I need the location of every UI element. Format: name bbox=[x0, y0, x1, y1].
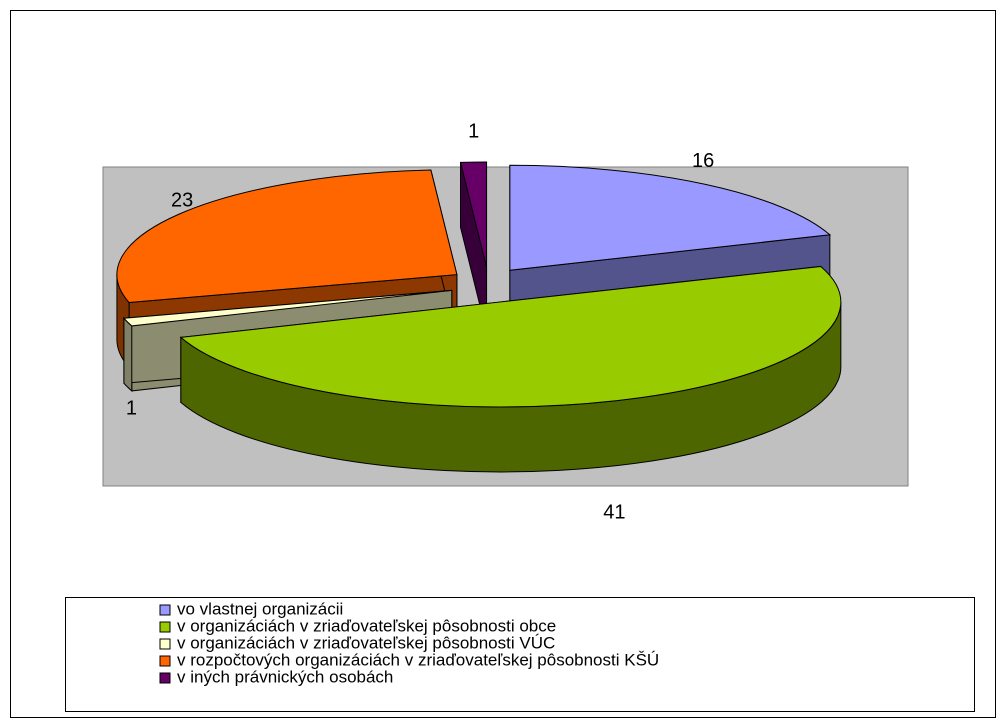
legend-swatch bbox=[159, 672, 171, 684]
slice bbox=[116, 169, 458, 303]
slice bbox=[122, 289, 452, 327]
legend bbox=[65, 597, 975, 712]
legend-label: v rozpočtových organizáciách v zriaďovat… bbox=[177, 650, 659, 669]
slice bbox=[179, 265, 842, 408]
slice bbox=[509, 164, 832, 271]
legend-label: v iných právnických osobách bbox=[177, 667, 393, 686]
data-label: 16 bbox=[692, 150, 714, 172]
data-label: 23 bbox=[171, 190, 193, 212]
legend-label: v organizáciách v zriaďovateľskej pôsobn… bbox=[177, 633, 555, 652]
legend-swatch bbox=[159, 655, 171, 667]
legend-swatch bbox=[159, 638, 171, 650]
slice-side bbox=[123, 316, 133, 393]
data-label: 41 bbox=[603, 501, 625, 523]
data-label: 1 bbox=[468, 121, 479, 143]
slice bbox=[459, 161, 488, 268]
legend-swatch bbox=[159, 604, 171, 616]
legend-label: v organizáciách v zriaďovateľskej pôsobn… bbox=[177, 616, 556, 635]
data-label: 1 bbox=[126, 397, 137, 419]
legend-swatch bbox=[159, 621, 171, 633]
legend-label: vo vlastnej organizácii bbox=[177, 599, 343, 618]
